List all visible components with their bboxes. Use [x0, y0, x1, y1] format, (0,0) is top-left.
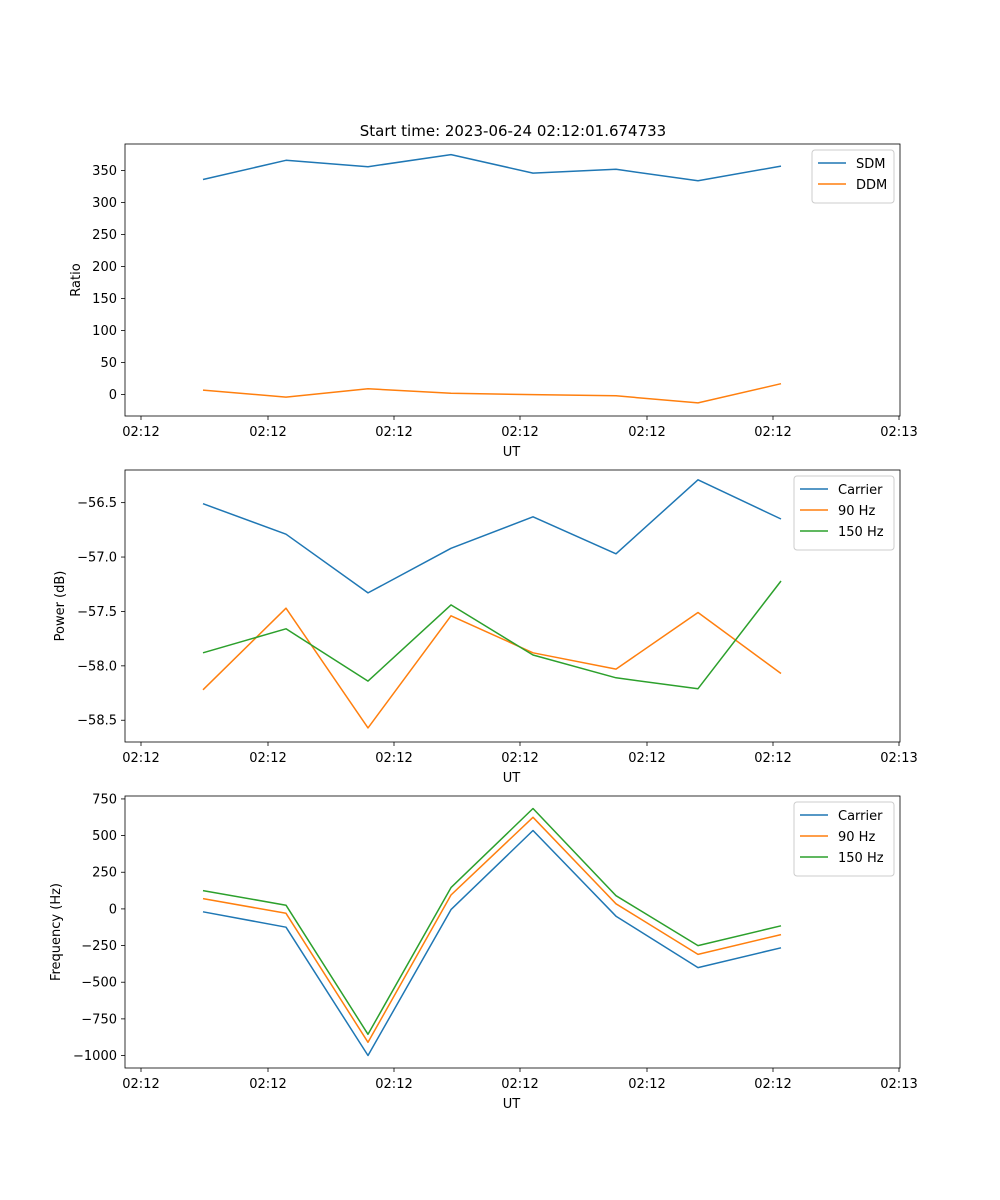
legend-label: 90 Hz — [838, 830, 875, 845]
legend-label: 150 Hz — [838, 525, 884, 540]
y-tick-label: 500 — [92, 829, 117, 844]
x-tick-label: 02:12 — [501, 751, 538, 766]
x-tick-label: 02:13 — [880, 1077, 917, 1092]
x-tick-label: 02:12 — [249, 1077, 286, 1092]
x-tick-label: 02:12 — [628, 751, 665, 766]
x-tick-label: 02:12 — [501, 425, 538, 440]
y-tick-label: 350 — [92, 164, 117, 179]
ratio-series-ddm-line — [202, 382, 782, 404]
x-tick-label: 02:12 — [249, 751, 286, 766]
chart-title: Start time: 2023-06-24 02:12:01.674733 — [360, 122, 666, 140]
power-axes-frame — [124, 469, 901, 743]
x-tick-label: 02:13 — [880, 751, 917, 766]
power-legend: Carrier 90 Hz 150 Hz — [793, 475, 895, 551]
frequency-series-150-hz-line — [202, 807, 782, 1036]
y-axis-label: Power (dB) — [53, 571, 68, 642]
y-tick-label: −56.5 — [77, 496, 117, 511]
y-tick-label: 250 — [92, 866, 117, 881]
y-tick-label: 150 — [92, 292, 117, 307]
x-tick-label: 02:12 — [628, 1077, 665, 1092]
y-tick-label: −58.0 — [77, 659, 117, 674]
x-tick-label: 02:12 — [501, 1077, 538, 1092]
frequency-series-90-hz-line — [202, 816, 782, 1044]
y-tick-label: 50 — [100, 356, 117, 371]
ratio-legend: SDM DDM — [811, 149, 895, 204]
x-tick-label: 02:12 — [122, 751, 159, 766]
y-tick-label: 750 — [92, 792, 117, 807]
y-tick-label: 100 — [92, 324, 117, 339]
x-tick-label: 02:12 — [375, 425, 412, 440]
y-tick-label: −1000 — [73, 1049, 117, 1064]
x-tick-label: 02:12 — [122, 1077, 159, 1092]
legend-label: Carrier — [838, 809, 883, 824]
y-axis-label: Ratio — [69, 263, 84, 296]
x-tick-label: 02:12 — [122, 425, 159, 440]
x-tick-label: 02:12 — [754, 425, 791, 440]
y-tick-label: −57.5 — [77, 605, 117, 620]
ratio-panel: 02:12 02:12 02:12 02:12 02:12 02:12 02:13 UT 0 50… — [69, 143, 918, 460]
y-tick-label: 0 — [109, 902, 117, 917]
legend-label: 90 Hz — [838, 504, 875, 519]
frequency-axes-frame — [124, 795, 901, 1069]
y-tick-label: −57.0 — [77, 551, 117, 566]
x-tick-label: 02:12 — [754, 1077, 791, 1092]
frequency-legend: Carrier 90 Hz 150 Hz — [793, 801, 895, 877]
x-axis-label: UT — [503, 1097, 521, 1112]
ratio-series-sdm-line — [202, 153, 782, 182]
legend-label: 150 Hz — [838, 851, 884, 866]
frequency-series-carrier-line — [202, 829, 782, 1057]
y-tick-label: 250 — [92, 228, 117, 243]
legend-label: DDM — [856, 178, 887, 193]
ratio-axes-frame — [124, 143, 901, 417]
x-tick-label: 02:12 — [375, 1077, 412, 1092]
power-panel: 02:12 02:12 02:12 02:12 02:12 02:12 02:13 UT −58… — [53, 469, 918, 786]
x-tick-label: 02:12 — [249, 425, 286, 440]
legend-label: SDM — [856, 157, 885, 172]
y-tick-label: 200 — [92, 260, 117, 275]
y-tick-label: −750 — [81, 1012, 117, 1027]
power-series-90-hz-line — [202, 607, 782, 729]
power-series-150-hz-line — [202, 580, 782, 690]
x-tick-label: 02:12 — [628, 425, 665, 440]
x-tick-label: 02:12 — [754, 751, 791, 766]
y-tick-label: 300 — [92, 196, 117, 211]
y-tick-label: −500 — [81, 976, 117, 991]
y-axis-label: Frequency (Hz) — [49, 883, 64, 981]
x-axis-label: UT — [503, 771, 521, 786]
y-tick-label: 0 — [109, 388, 117, 403]
x-tick-label: 02:12 — [375, 751, 412, 766]
y-tick-label: −250 — [81, 939, 117, 954]
frequency-panel: 02:12 02:12 02:12 02:12 02:12 02:12 02:13 UT −10… — [49, 792, 918, 1112]
x-axis-label: UT — [503, 445, 521, 460]
x-tick-label: 02:13 — [880, 425, 917, 440]
power-series-carrier-line — [202, 479, 782, 594]
legend-label: Carrier — [838, 483, 883, 498]
y-tick-label: −58.5 — [77, 714, 117, 729]
